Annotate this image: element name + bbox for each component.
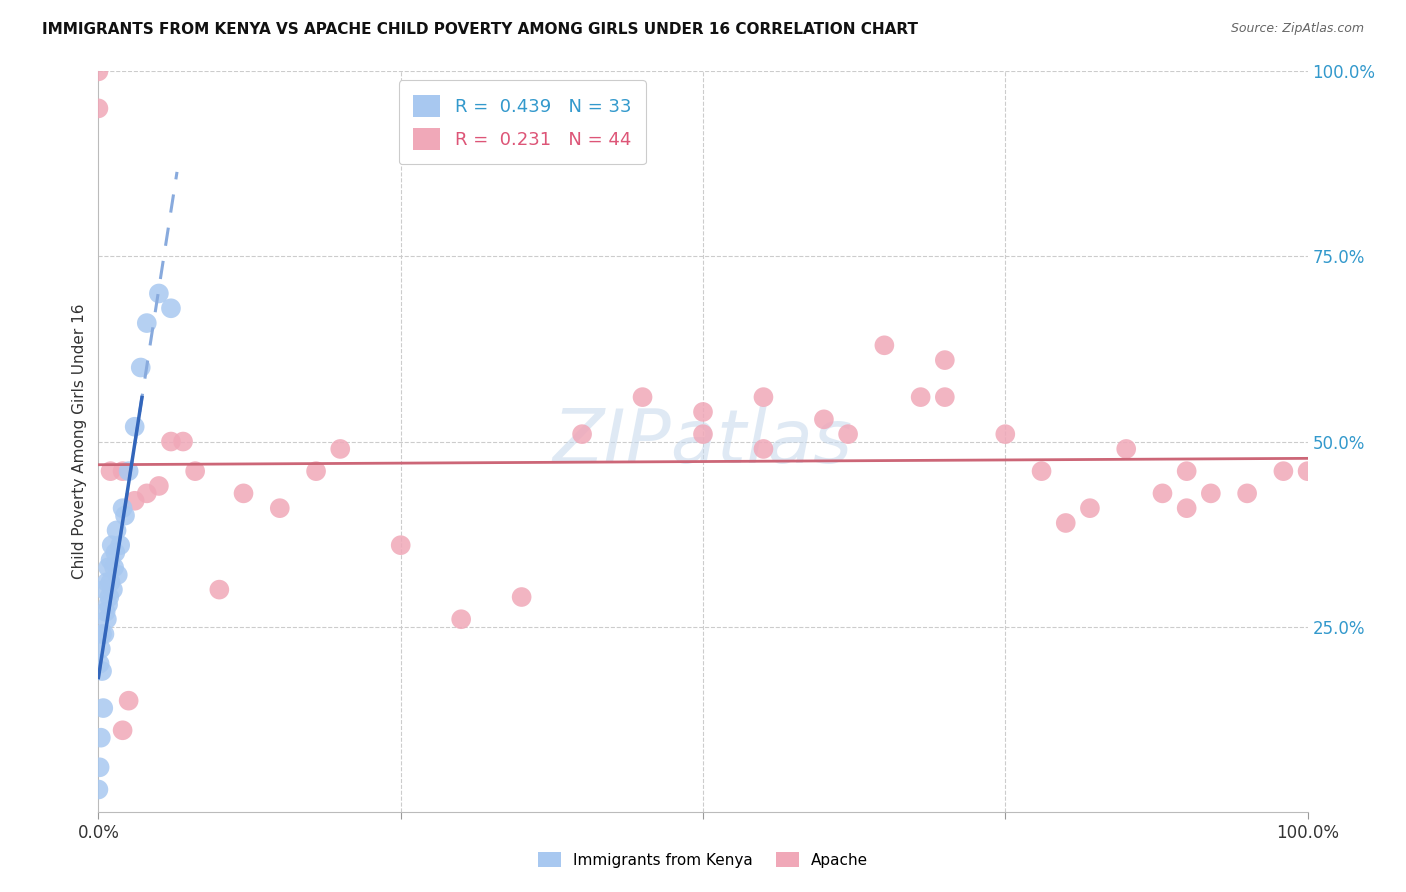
Point — [90, 731, 112, 745]
Point — [1236, 486, 1258, 500]
Point — [93, 582, 115, 597]
Point — [118, 694, 141, 708]
Point — [98, 590, 121, 604]
Point — [148, 479, 170, 493]
Point — [571, 427, 593, 442]
Point — [89, 760, 111, 774]
Point — [104, 546, 127, 560]
Point — [837, 427, 859, 442]
Point — [124, 493, 146, 508]
Point — [111, 501, 134, 516]
Point — [100, 464, 122, 478]
Point — [118, 464, 141, 478]
Point — [994, 427, 1017, 442]
Point — [111, 464, 134, 478]
Point — [124, 419, 146, 434]
Point — [148, 286, 170, 301]
Point — [208, 582, 231, 597]
Point — [450, 612, 472, 626]
Point — [510, 590, 533, 604]
Y-axis label: Child Poverty Among Girls Under 16: Child Poverty Among Girls Under 16 — [72, 304, 87, 579]
Legend: R =  0.439   N = 33, R =  0.231   N = 44: R = 0.439 N = 33, R = 0.231 N = 44 — [399, 80, 645, 164]
Point — [1272, 464, 1295, 478]
Point — [1152, 486, 1174, 500]
Point — [111, 723, 134, 738]
Point — [752, 442, 775, 456]
Text: IMMIGRANTS FROM KENYA VS APACHE CHILD POVERTY AMONG GIRLS UNDER 16 CORRELATION C: IMMIGRANTS FROM KENYA VS APACHE CHILD PO… — [42, 22, 918, 37]
Point — [692, 405, 714, 419]
Point — [305, 464, 328, 478]
Point — [100, 575, 122, 590]
Point — [934, 353, 956, 368]
Point — [94, 605, 117, 619]
Point — [91, 701, 114, 715]
Point — [97, 560, 120, 574]
Point — [389, 538, 412, 552]
Point — [87, 782, 110, 797]
Point — [692, 427, 714, 442]
Point — [135, 316, 157, 330]
Point — [1175, 464, 1198, 478]
Legend: Immigrants from Kenya, Apache: Immigrants from Kenya, Apache — [530, 844, 876, 875]
Point — [108, 538, 131, 552]
Text: ZIPatlas: ZIPatlas — [553, 406, 853, 477]
Point — [105, 524, 128, 538]
Point — [114, 508, 136, 523]
Point — [87, 102, 110, 116]
Point — [172, 434, 194, 449]
Point — [1175, 501, 1198, 516]
Point — [87, 64, 110, 78]
Point — [90, 641, 112, 656]
Point — [1054, 516, 1077, 530]
Point — [101, 582, 124, 597]
Point — [103, 560, 125, 574]
Point — [813, 412, 835, 426]
Point — [232, 486, 254, 500]
Point — [184, 464, 207, 478]
Point — [631, 390, 654, 404]
Text: Source: ZipAtlas.com: Source: ZipAtlas.com — [1230, 22, 1364, 36]
Point — [100, 538, 122, 552]
Point — [100, 553, 122, 567]
Point — [269, 501, 291, 516]
Point — [934, 390, 956, 404]
Point — [1199, 486, 1222, 500]
Point — [910, 390, 932, 404]
Point — [1296, 464, 1319, 478]
Point — [107, 567, 129, 582]
Point — [91, 627, 114, 641]
Point — [96, 575, 118, 590]
Point — [97, 598, 120, 612]
Point — [135, 486, 157, 500]
Point — [93, 627, 115, 641]
Point — [160, 434, 183, 449]
Point — [1078, 501, 1101, 516]
Point — [96, 612, 118, 626]
Point — [89, 657, 111, 671]
Point — [91, 664, 114, 678]
Point — [129, 360, 152, 375]
Point — [1031, 464, 1053, 478]
Point — [752, 390, 775, 404]
Point — [1115, 442, 1137, 456]
Point — [873, 338, 896, 352]
Point — [160, 301, 183, 316]
Point — [329, 442, 352, 456]
